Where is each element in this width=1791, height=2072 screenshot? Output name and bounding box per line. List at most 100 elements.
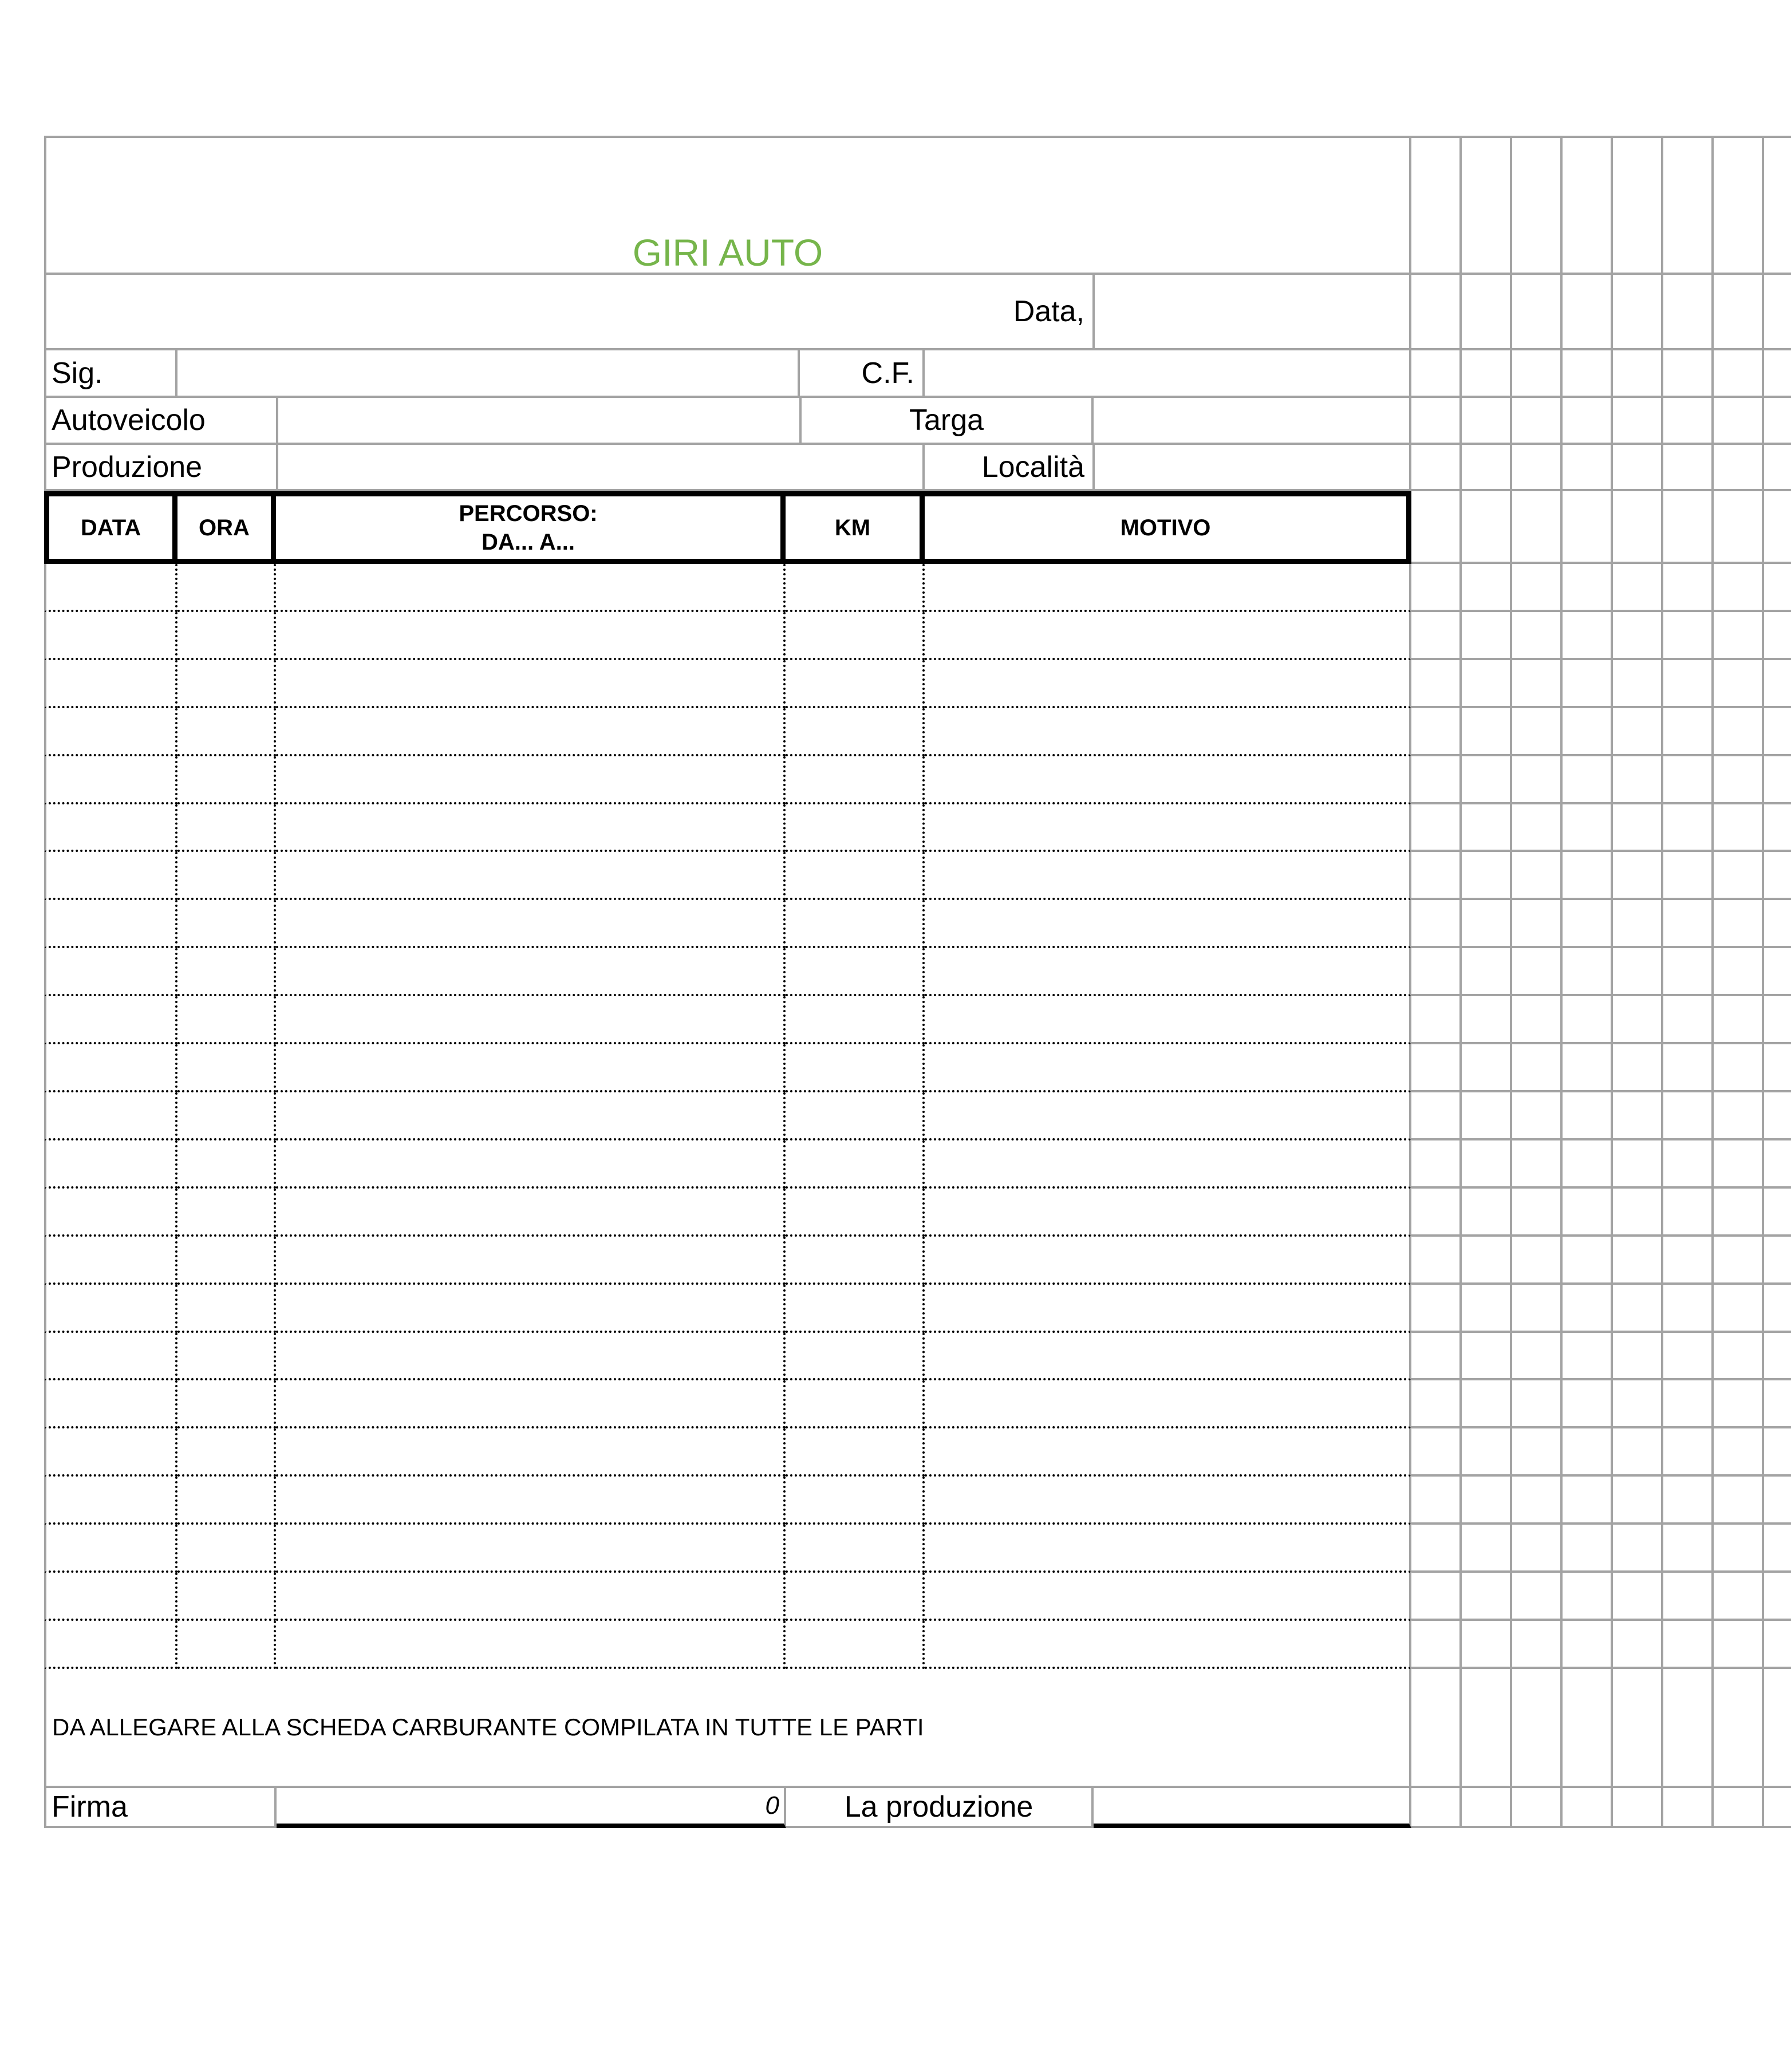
- grid-cell[interactable]: [1563, 350, 1613, 398]
- table-cell[interactable]: [786, 948, 925, 997]
- grid-cell[interactable]: [1411, 1092, 1462, 1140]
- grid-cell[interactable]: [1563, 1236, 1613, 1285]
- grid-cell[interactable]: [1512, 1332, 1563, 1381]
- grid-cell[interactable]: [1563, 756, 1613, 804]
- grid-cell[interactable]: [1462, 1188, 1512, 1237]
- grid-cell[interactable]: [1764, 1380, 1791, 1429]
- table-cell[interactable]: [786, 1573, 925, 1621]
- grid-cell[interactable]: [1613, 948, 1663, 997]
- grid-cell[interactable]: [1512, 1380, 1563, 1429]
- table-cell[interactable]: [177, 1573, 276, 1621]
- grid-cell[interactable]: [1764, 1669, 1791, 1788]
- grid-cell[interactable]: [1411, 1284, 1462, 1333]
- grid-cell[interactable]: [1714, 804, 1764, 853]
- grid-cell[interactable]: [1462, 491, 1512, 564]
- grid-cell[interactable]: [1663, 756, 1714, 804]
- grid-cell[interactable]: [1563, 275, 1613, 350]
- grid-cell[interactable]: [1764, 350, 1791, 398]
- grid-cell[interactable]: [1411, 996, 1462, 1045]
- grid-cell[interactable]: [1462, 1284, 1512, 1333]
- grid-cell[interactable]: [1512, 1236, 1563, 1285]
- grid-cell[interactable]: [1663, 996, 1714, 1045]
- grid-cell[interactable]: [1613, 996, 1663, 1045]
- grid-cell[interactable]: [1613, 1188, 1663, 1237]
- table-cell[interactable]: [177, 1140, 276, 1189]
- data-value-cell[interactable]: [1095, 275, 1411, 350]
- table-cell[interactable]: [276, 1525, 786, 1573]
- grid-cell[interactable]: [1563, 1284, 1613, 1333]
- grid-cell[interactable]: [1512, 275, 1563, 350]
- grid-cell[interactable]: [1563, 611, 1613, 660]
- autoveicolo-value-cell[interactable]: [278, 398, 802, 445]
- grid-cell[interactable]: [1411, 804, 1462, 853]
- grid-cell[interactable]: [1462, 1788, 1512, 1828]
- grid-cell[interactable]: [1512, 491, 1563, 564]
- table-cell[interactable]: [44, 1188, 177, 1237]
- grid-cell[interactable]: [1411, 1236, 1462, 1285]
- grid-cell[interactable]: [1764, 1333, 1791, 1381]
- grid-cell[interactable]: [1512, 350, 1563, 398]
- table-cell[interactable]: [786, 900, 925, 949]
- table-cell[interactable]: [276, 708, 786, 756]
- table-cell[interactable]: [786, 611, 925, 660]
- grid-cell[interactable]: [1411, 1428, 1462, 1477]
- table-cell[interactable]: [925, 1332, 1411, 1381]
- grid-cell[interactable]: [1663, 445, 1714, 491]
- grid-cell[interactable]: [1462, 398, 1512, 445]
- grid-cell[interactable]: [1613, 708, 1663, 756]
- table-cell[interactable]: [276, 1236, 786, 1285]
- grid-cell[interactable]: [1663, 852, 1714, 901]
- table-cell[interactable]: [925, 660, 1411, 708]
- grid-cell[interactable]: [1764, 1525, 1791, 1573]
- produzione-value-cell[interactable]: [278, 445, 925, 491]
- grid-cell[interactable]: [1613, 1477, 1663, 1525]
- grid-cell[interactable]: [1411, 900, 1462, 949]
- grid-cell[interactable]: [1563, 1477, 1613, 1525]
- table-cell[interactable]: [786, 804, 925, 853]
- table-cell[interactable]: [44, 756, 177, 804]
- table-cell[interactable]: [925, 996, 1411, 1045]
- table-cell[interactable]: [786, 1236, 925, 1285]
- table-cell[interactable]: [786, 708, 925, 756]
- grid-cell[interactable]: [1714, 611, 1764, 660]
- grid-cell[interactable]: [1462, 708, 1512, 756]
- table-cell[interactable]: [925, 1092, 1411, 1140]
- table-cell[interactable]: [44, 1380, 177, 1429]
- grid-cell[interactable]: [1764, 756, 1791, 804]
- grid-cell[interactable]: [1714, 852, 1764, 901]
- grid-cell[interactable]: [1613, 275, 1663, 350]
- grid-cell[interactable]: [1411, 350, 1462, 398]
- grid-cell[interactable]: [1764, 1189, 1791, 1237]
- grid-cell[interactable]: [1512, 564, 1563, 612]
- grid-cell[interactable]: [1663, 1284, 1714, 1333]
- table-cell[interactable]: [925, 1236, 1411, 1285]
- grid-cell[interactable]: [1613, 1669, 1663, 1788]
- table-cell[interactable]: [177, 996, 276, 1045]
- grid-cell[interactable]: [1613, 1788, 1663, 1828]
- grid-cell[interactable]: [1764, 1044, 1791, 1092]
- table-cell[interactable]: [276, 611, 786, 660]
- grid-cell[interactable]: [1512, 900, 1563, 949]
- table-cell[interactable]: [276, 1477, 786, 1525]
- table-cell[interactable]: [786, 564, 925, 612]
- table-cell[interactable]: [925, 611, 1411, 660]
- grid-cell[interactable]: [1411, 136, 1462, 275]
- grid-cell[interactable]: [1764, 1428, 1791, 1477]
- grid-cell[interactable]: [1714, 1573, 1764, 1621]
- grid-cell[interactable]: [1462, 660, 1512, 708]
- table-cell[interactable]: [276, 660, 786, 708]
- table-cell[interactable]: [925, 1380, 1411, 1429]
- grid-cell[interactable]: [1764, 612, 1791, 660]
- grid-cell[interactable]: [1462, 948, 1512, 997]
- grid-cell[interactable]: [1563, 1525, 1613, 1573]
- table-cell[interactable]: [177, 852, 276, 901]
- grid-cell[interactable]: [1764, 708, 1791, 756]
- table-cell[interactable]: [276, 756, 786, 804]
- grid-cell[interactable]: [1563, 852, 1613, 901]
- grid-cell[interactable]: [1764, 491, 1791, 564]
- grid-cell[interactable]: [1613, 1236, 1663, 1285]
- table-cell[interactable]: [44, 804, 177, 853]
- table-cell[interactable]: [177, 1284, 276, 1333]
- grid-cell[interactable]: [1663, 1092, 1714, 1140]
- grid-cell[interactable]: [1462, 852, 1512, 901]
